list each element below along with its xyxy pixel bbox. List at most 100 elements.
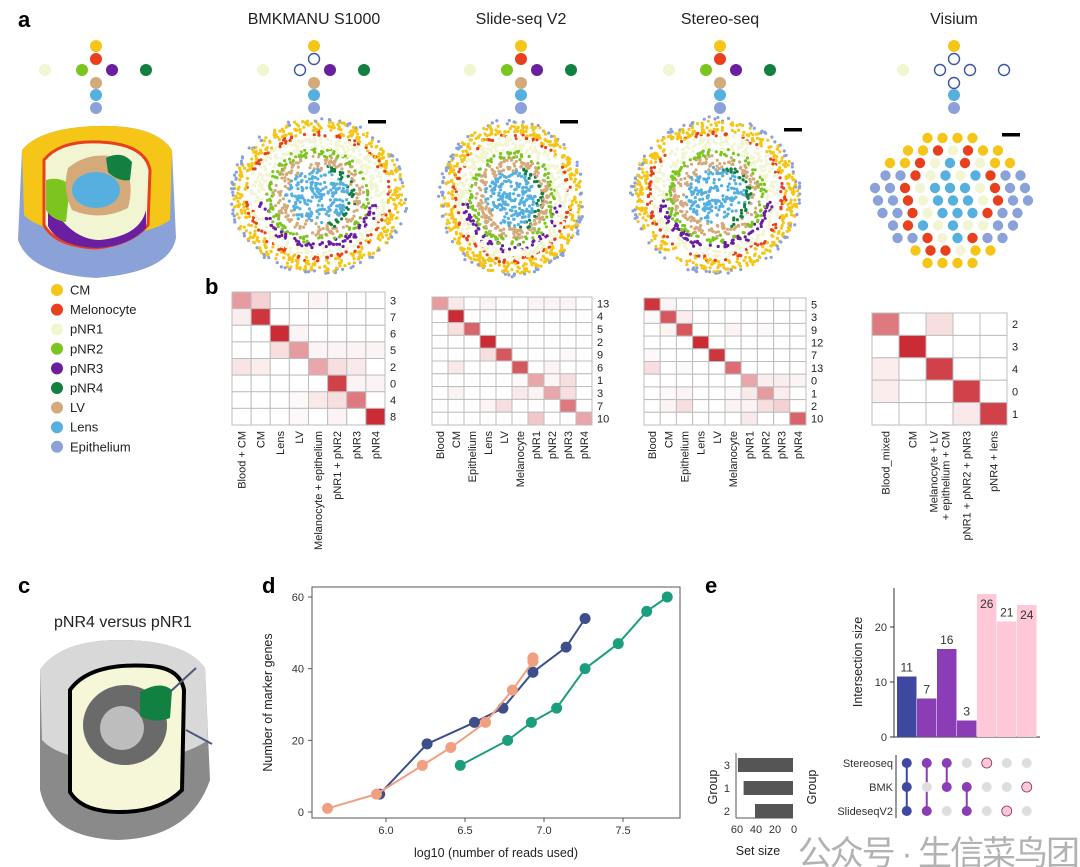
set-size-tick-label: 60 [731,824,743,836]
heatmap-row-label: 6 [597,362,603,374]
set-size-group-label: 2 [724,806,730,818]
heatmap-cell [463,411,481,426]
set-size-group-label: 3 [724,760,730,772]
heatmap-cell [708,386,726,401]
heatmap-cell [789,310,807,324]
heatmap-cell [724,361,742,375]
heatmap-cell [543,398,561,413]
heatmap-column-label: pNR4 [579,431,591,459]
heatmap-row-label: 9 [811,325,817,337]
heatmap-cell [871,334,900,359]
heatmap-cell [447,309,465,324]
heatmap-cell [463,347,481,362]
bar-value-label: 21 [1000,606,1014,620]
cross-dot-cm [714,40,726,52]
heatmap-cell [724,335,742,350]
set-size-group-label: 1 [724,783,730,795]
intersection-bar [1017,605,1037,737]
heatmap-cell [740,348,758,362]
heatmap-cell [495,347,513,362]
legend-swatch [51,342,63,355]
heatmap-cell [643,399,661,413]
heatmap-cell [773,322,791,337]
heatmap-cell [898,334,927,359]
cell-type-cross [39,40,152,114]
heatmap-bmkmanu-s1000: Blood + CM CM Lens LV Melanocyte + epitheliu… [231,291,386,550]
heatmap-cell [543,322,561,336]
series-line-2 [459,596,668,767]
set-size-bar [755,804,793,818]
legend-item-pnr1 [51,323,63,336]
heatmap-cell [643,373,661,388]
scale-bar [560,120,578,124]
heatmap-cell [773,411,791,426]
set-label: SlideseqV2 [837,806,893,818]
heatmap-row-label: 1 [1012,409,1018,421]
heatmap-column-label: Blood [435,431,447,459]
data-point [502,734,514,746]
legend-label: pNR4 [70,381,103,396]
matrix-dot-filled [1001,805,1013,817]
watermark-text: 公众号 · 生信菜鸟团 [798,835,1078,867]
heatmap-cell [543,309,561,324]
heatmap-column-label: Lens [696,431,708,455]
heatmap-cell [708,411,726,426]
heatmap-cell [789,361,807,375]
matrix-dot-filled [941,782,952,792]
heatmap-row-label: 1 [597,375,603,387]
heatmap-cell [447,360,465,375]
heatmap-column-label: pNR2 [547,431,559,459]
matrix-dot-empty [921,782,932,792]
y-tick-label: 0 [881,732,887,744]
heatmap-cell [495,309,513,324]
heatmap-cell [288,374,309,393]
heatmap-cell [365,308,386,326]
heatmap-column-label: pNR4 + lens [989,431,1001,492]
heatmap-cell [925,402,954,426]
cross-dot-pnr1 [257,64,269,76]
heatmap-column-label: CM [908,431,920,448]
legend-swatch [51,401,63,414]
heatmap-cell [288,308,309,326]
matrix-dot-empty [1001,758,1012,768]
heatmap-cell [756,310,775,324]
heatmap-cell [898,379,927,404]
heatmap-row-label: 5 [597,324,603,336]
heatmap-cell [559,296,577,311]
heatmap-cell [708,373,726,388]
heatmap-cell [365,341,386,359]
cell-type-cross [464,40,577,114]
heatmap-cell [559,411,577,426]
cross-dot-pnr4 [358,64,370,76]
cross-dot-lens [515,89,527,101]
matrix-dot-filled [961,782,972,792]
arrow-icon [185,729,213,745]
matrix-dot-empty [1001,782,1012,792]
heatmap-cell [740,361,758,375]
heatmap-row-label: 6 [390,329,396,341]
panel-label-c: c [18,573,30,598]
heatmap-cell [925,379,954,404]
heatmap-cell [495,386,513,400]
heatmap-cell [925,334,954,359]
plot-frame [311,586,681,819]
cross-dot-pnr3 [531,64,543,76]
heatmap-row-label: 10 [597,414,609,426]
heatmap-cell [659,373,677,388]
heatmap-cell [871,402,900,426]
y-tick-label: 40 [292,664,304,676]
heatmap-row-label: 4 [1012,364,1018,376]
matrix-dot-filled [921,758,932,768]
heatmap-cell [463,334,481,349]
heatmap-cell [643,386,661,401]
x-tick-label: 7.5 [615,825,630,837]
matrix-dot-filled [921,806,932,816]
heatmap-cell [463,373,481,388]
heatmap-cell [692,310,710,324]
heatmap-cell [575,360,593,375]
heatmap-cell [431,334,449,349]
heatmap-cell [756,411,775,426]
heatmap-cell [231,407,252,426]
data-point [480,716,492,728]
